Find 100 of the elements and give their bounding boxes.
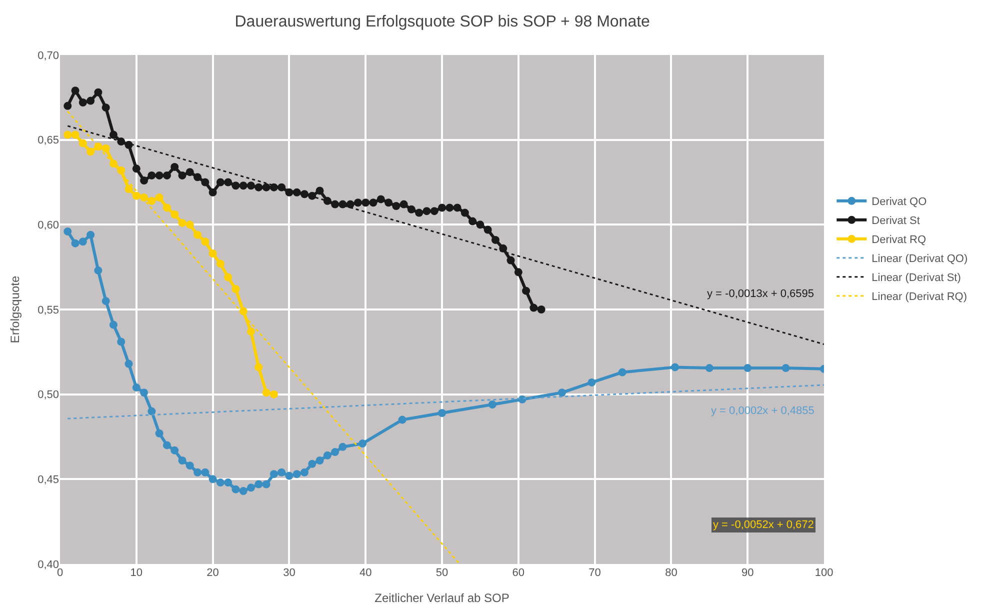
point xyxy=(155,194,164,202)
point xyxy=(558,388,566,397)
point xyxy=(705,364,714,372)
y-tick-label: 0,70 xyxy=(38,50,59,62)
legend-label: Derivat St xyxy=(872,215,920,228)
point xyxy=(216,260,224,268)
y-tick-label: 0,65 xyxy=(38,134,59,147)
legend-label: Derivat QO xyxy=(872,196,928,208)
y-tick-label: 0,50 xyxy=(38,389,59,402)
point xyxy=(247,484,255,492)
legend-label: Linear (Derivat St) xyxy=(872,272,961,284)
chart-title: Dauerauswertung Erfolgsquote SOP bis SOP + 98 Monate xyxy=(234,14,650,31)
point xyxy=(262,480,270,488)
point xyxy=(140,194,148,202)
point xyxy=(186,220,194,229)
point xyxy=(316,456,324,464)
point xyxy=(588,378,596,386)
point xyxy=(270,390,278,398)
x-tick-label: 60 xyxy=(512,567,525,579)
point xyxy=(292,470,301,478)
point xyxy=(671,363,680,372)
point xyxy=(232,485,240,494)
point xyxy=(132,192,140,200)
point xyxy=(208,475,217,484)
point xyxy=(71,239,80,248)
point xyxy=(132,384,140,392)
point xyxy=(618,368,626,376)
point xyxy=(285,472,294,480)
point xyxy=(308,460,316,468)
y-tick-label: 0,45 xyxy=(38,474,59,486)
x-tick-label: 80 xyxy=(665,567,678,579)
legend-label: Derivat RQ xyxy=(872,234,926,246)
point xyxy=(323,451,332,460)
point xyxy=(64,130,72,139)
point xyxy=(124,360,133,368)
point xyxy=(140,388,148,397)
point xyxy=(170,210,179,218)
y-axis-title: Erfolgsquote xyxy=(8,275,22,344)
point xyxy=(239,487,248,496)
point xyxy=(162,441,171,450)
point xyxy=(117,338,126,346)
point xyxy=(338,442,347,451)
point xyxy=(178,456,186,464)
point xyxy=(86,148,95,156)
x-tick-label: 70 xyxy=(588,567,601,579)
legend-label: Linear (Derivat RQ) xyxy=(872,291,967,304)
point xyxy=(194,230,202,239)
point xyxy=(224,273,232,282)
point xyxy=(186,462,194,470)
point xyxy=(254,480,263,488)
point xyxy=(488,400,496,409)
x-tick-label: 20 xyxy=(206,567,219,579)
point xyxy=(270,470,278,478)
point xyxy=(86,230,95,239)
point xyxy=(262,388,270,397)
point xyxy=(744,364,752,372)
x-axis-title: Zeitlicher Verlauf ab SOP xyxy=(374,590,510,605)
point xyxy=(124,185,133,194)
point xyxy=(254,363,263,372)
y-tick-label: 0,55 xyxy=(38,304,59,316)
point xyxy=(178,218,186,227)
point xyxy=(155,429,164,438)
point xyxy=(398,416,406,424)
point xyxy=(358,440,367,448)
x-tick-label: 90 xyxy=(741,567,754,579)
point xyxy=(78,238,87,246)
point xyxy=(194,468,202,476)
point xyxy=(162,204,171,212)
y-tick-label: 0,40 xyxy=(38,558,59,571)
x-tick-label: 30 xyxy=(283,567,296,579)
point xyxy=(224,478,232,487)
point xyxy=(71,130,80,139)
annotation: y = -0,0013x + 0,6595 xyxy=(707,288,814,300)
point xyxy=(170,446,179,454)
annotation: y = -0,0052x + 0,672 xyxy=(713,519,814,531)
x-tick-label: 100 xyxy=(814,567,834,579)
point xyxy=(782,364,790,372)
point xyxy=(148,407,156,416)
y-tick-label: 0,60 xyxy=(38,220,59,232)
point xyxy=(94,266,102,274)
point xyxy=(232,285,240,294)
point xyxy=(216,478,224,487)
point xyxy=(438,409,446,417)
point xyxy=(278,468,286,476)
point xyxy=(148,196,156,205)
point xyxy=(102,144,110,152)
legend-label: Linear (Derivat QO) xyxy=(872,253,968,266)
x-tick-label: 10 xyxy=(130,567,143,579)
x-tick-label: 40 xyxy=(359,567,372,579)
x-tick-label: 50 xyxy=(436,567,448,579)
point xyxy=(331,448,340,456)
point xyxy=(300,468,308,476)
point xyxy=(102,297,110,306)
point xyxy=(208,250,217,258)
point xyxy=(201,238,210,246)
point xyxy=(78,139,87,148)
point xyxy=(109,320,118,329)
point xyxy=(247,328,255,336)
point xyxy=(64,227,72,236)
x-tick-label: 0 xyxy=(56,567,64,579)
